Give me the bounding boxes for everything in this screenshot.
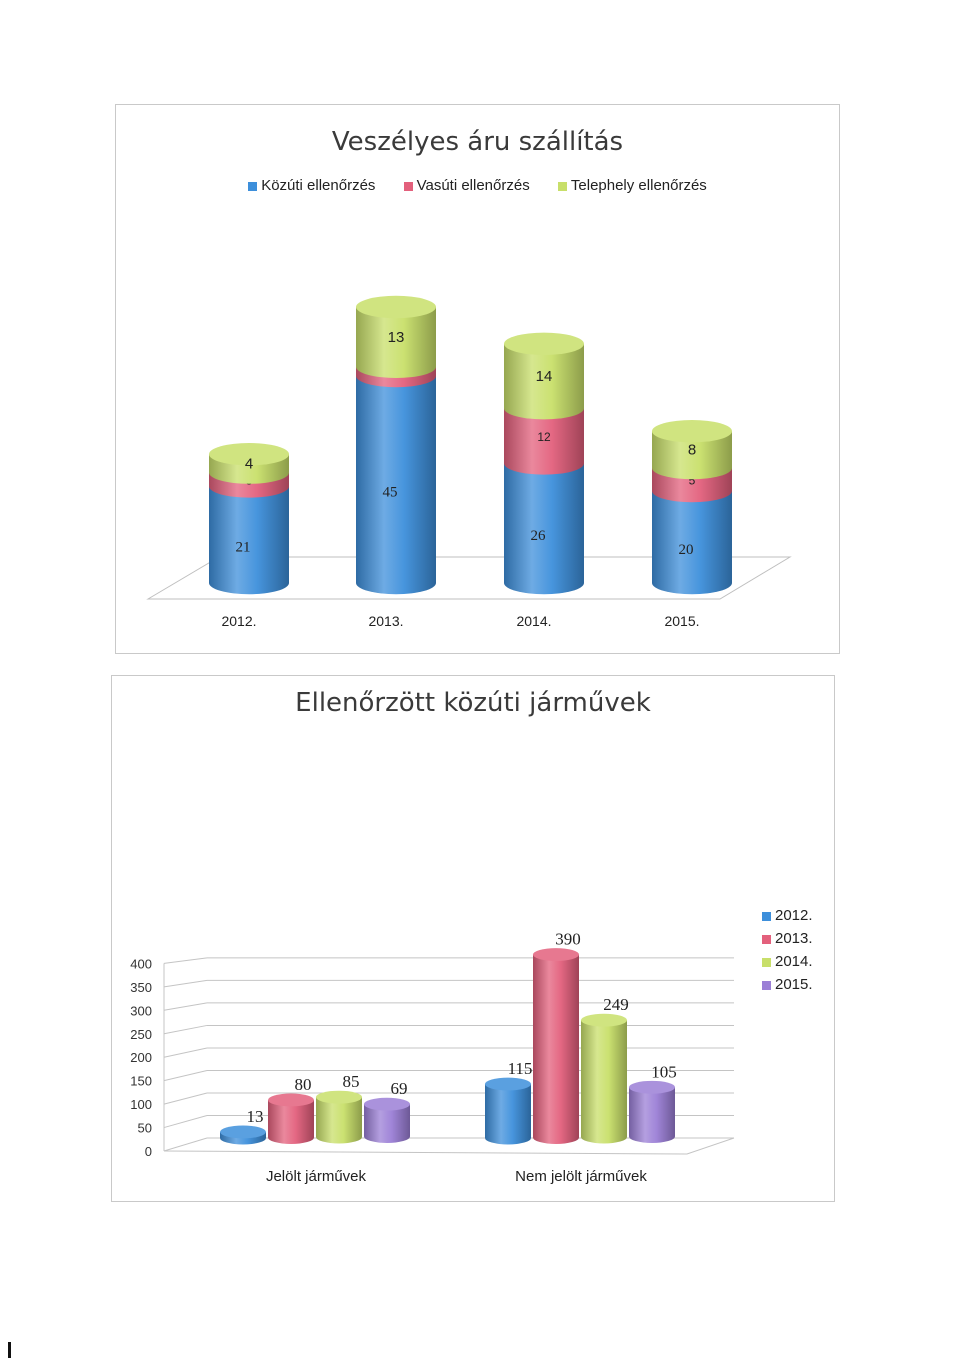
x-tick-label: Jelölt járművek (266, 1168, 367, 1185)
data-label: 26 (531, 528, 547, 544)
legend-item-2015: 2015. (762, 973, 813, 996)
chart2-title: Ellenőrzött közúti járművek (295, 688, 651, 718)
x-tick-label: 2012. (221, 613, 256, 629)
legend-item-vasuti: Vasúti ellenőrzés (403, 177, 530, 194)
data-label: 20 (679, 542, 694, 558)
bar-Nem jelölt járművek-2014. (581, 1013, 627, 1144)
data-label: 69 (391, 1079, 408, 1098)
bar-2013.-Telephely ellenőrzés (356, 295, 436, 378)
bar-2014.-Vasúti ellenőrzés (504, 408, 584, 475)
legend-swatch (762, 934, 771, 944)
gridline-side (163, 1092, 208, 1105)
legend-item-2014: 2014. (762, 950, 813, 973)
bar-Jelölt járművek-2013. (268, 1093, 314, 1144)
legend-item-2013: 2013. (762, 927, 813, 950)
legend-swatch (248, 181, 258, 191)
legend-swatch (762, 911, 771, 921)
y-tick-label: 350 (130, 980, 152, 995)
bar-Jelölt járművek-2015. (364, 1097, 410, 1143)
data-label: 21 (236, 540, 251, 556)
chart2-plot: 0 50 100 150 200 250 300 350 400 13 80 85 69 Jelölt j… (130, 930, 735, 1185)
bar-2012.-Közúti ellenőrzés (209, 486, 289, 595)
gridline-side (163, 1137, 208, 1152)
x-tick-label: 2015. (664, 613, 699, 629)
bar-Nem jelölt járművek-2015. (629, 1080, 675, 1143)
y-tick-label: 50 (138, 1121, 152, 1136)
bar-2012.-Telephely ellenőrzés (209, 443, 289, 484)
y-tick-label: 100 (130, 1097, 152, 1112)
data-label: 8 (688, 442, 696, 459)
legend-item-telephely: Telephely ellenőrzés (557, 177, 707, 194)
bar-2013.-Közúti ellenőrzés (356, 376, 436, 595)
x-tick-label: Nem jelölt járművek (515, 1168, 647, 1185)
y-tick-label: 150 (130, 1074, 152, 1089)
bar-2015.-Telephely ellenőrzés (652, 420, 732, 480)
y-tick-label: 200 (130, 1050, 152, 1065)
x-tick-label: 2013. (368, 613, 403, 629)
data-label: 115 (508, 1059, 533, 1078)
bar-Jelölt járművek-2014. (316, 1090, 362, 1144)
gridline-side (163, 1115, 208, 1129)
data-label: 4 (245, 455, 253, 472)
bar-2014.-Közúti ellenőrzés (504, 463, 584, 595)
bar-Nem jelölt járművek-2012. (485, 1077, 531, 1145)
floor-edge (163, 1137, 735, 1155)
x-tick-label: 2014. (516, 613, 551, 629)
bar-2015.-Közúti ellenőrzés (652, 491, 732, 595)
gridline-side (163, 1002, 208, 1011)
gridline-side (163, 1069, 208, 1082)
bar-Jelölt járművek-2012. (220, 1125, 266, 1145)
data-label: 5 (689, 474, 696, 488)
chart-ellenorzott-jarmuvek: Ellenőrzött közúti járművek 0 50 100 150 200… (111, 675, 835, 1202)
chart-veszelyes-aru: Veszélyes áru szállítás Közúti ellenőrzé… (115, 104, 840, 654)
legend-swatch (403, 181, 413, 191)
data-label: 13 (247, 1107, 264, 1126)
data-label: 80 (295, 1075, 312, 1094)
chart1-title: Veszélyes áru szállítás (331, 127, 624, 157)
legend-item-2012: 2012. (762, 904, 813, 927)
chart1-legend: Közúti ellenőrzés Vasúti ellenőrzés Tele… (116, 177, 839, 194)
data-label: 85 (343, 1072, 360, 1091)
data-label: 105 (651, 1062, 677, 1081)
chart2-legend: 2012. 2013. 2014. 2015. (762, 904, 813, 996)
gridline-side (163, 1047, 208, 1058)
legend-item-kozuti: Közúti ellenőrzés (248, 177, 375, 194)
data-label: 249 (603, 995, 629, 1014)
gridline-side (163, 979, 208, 988)
bar-2014.-Telephely ellenőrzés (504, 332, 584, 420)
data-label: 390 (555, 930, 581, 949)
gridline-side (163, 957, 208, 964)
scan-edge-mark (8, 1342, 11, 1358)
y-tick-label: 0 (145, 1144, 152, 1159)
data-label: 45 (383, 485, 398, 501)
legend-swatch (557, 181, 567, 191)
chart1-floor (146, 556, 792, 600)
y-tick-label: 300 (130, 1003, 152, 1018)
data-label: 12 (537, 430, 551, 444)
data-label: 14 (536, 368, 553, 385)
y-tick-label: 250 (130, 1027, 152, 1042)
gridline-side (163, 1024, 208, 1035)
bar-Nem jelölt járművek-2013. (533, 948, 579, 1144)
legend-swatch (762, 980, 771, 990)
legend-swatch (762, 957, 771, 967)
data-label: 13 (388, 329, 405, 346)
y-tick-label: 400 (130, 956, 152, 971)
